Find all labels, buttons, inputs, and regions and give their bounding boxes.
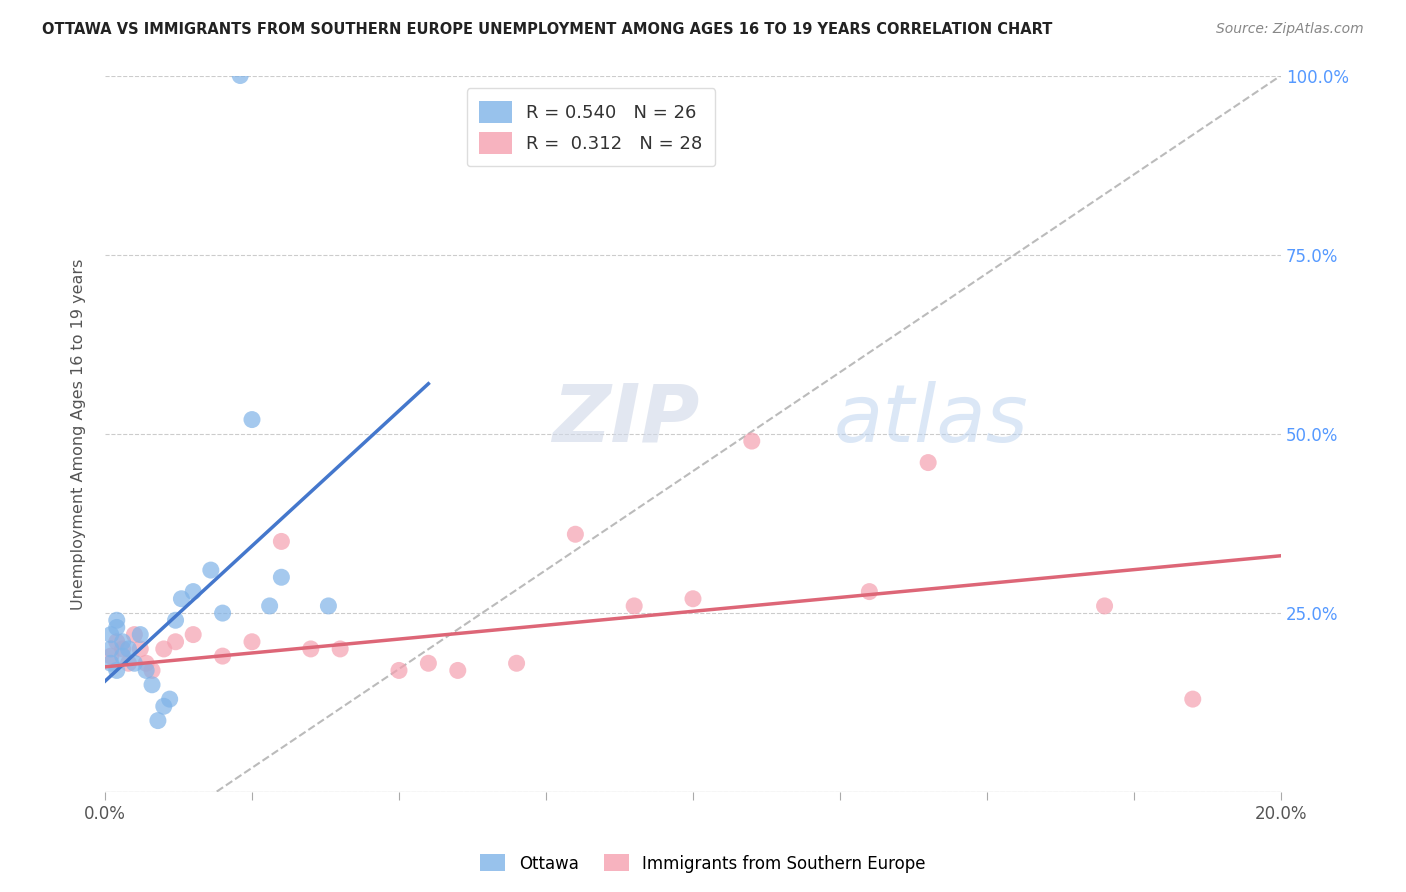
- Point: [135, 664, 157, 678]
- Text: atlas: atlas: [834, 381, 1029, 458]
- Point: [105, 634, 128, 648]
- Point: [100, 649, 122, 664]
- Point: [564, 527, 586, 541]
- Point: [505, 657, 527, 671]
- Point: [240, 412, 263, 426]
- Point: [159, 692, 181, 706]
- Point: [100, 642, 122, 657]
- Point: [135, 657, 157, 671]
- Point: [170, 591, 193, 606]
- Point: [152, 699, 174, 714]
- Text: ZIP: ZIP: [553, 381, 699, 458]
- Point: [318, 599, 340, 613]
- Point: [152, 642, 174, 657]
- Point: [129, 642, 152, 657]
- Point: [270, 570, 292, 584]
- Point: [240, 634, 263, 648]
- Point: [111, 634, 134, 648]
- Point: [447, 664, 470, 678]
- Point: [124, 627, 146, 641]
- Point: [1181, 692, 1204, 706]
- Point: [388, 664, 411, 678]
- Point: [105, 620, 128, 634]
- Legend: Ottawa, Immigrants from Southern Europe: Ottawa, Immigrants from Southern Europe: [474, 847, 932, 880]
- Text: Source: ZipAtlas.com: Source: ZipAtlas.com: [1216, 22, 1364, 37]
- Point: [211, 606, 233, 620]
- Point: [418, 657, 440, 671]
- Point: [741, 434, 763, 448]
- Point: [100, 657, 122, 671]
- Point: [117, 642, 139, 657]
- Y-axis label: Unemployment Among Ages 16 to 19 years: Unemployment Among Ages 16 to 19 years: [72, 258, 86, 609]
- Legend: R = 0.540   N = 26, R =  0.312   N = 28: R = 0.540 N = 26, R = 0.312 N = 28: [467, 88, 716, 167]
- Point: [623, 599, 645, 613]
- Point: [105, 664, 128, 678]
- Point: [111, 649, 134, 664]
- Point: [165, 634, 187, 648]
- Point: [129, 627, 152, 641]
- Point: [117, 657, 139, 671]
- Point: [111, 642, 134, 657]
- Point: [141, 678, 163, 692]
- Text: OTTAWA VS IMMIGRANTS FROM SOUTHERN EUROPE UNEMPLOYMENT AMONG AGES 16 TO 19 YEARS: OTTAWA VS IMMIGRANTS FROM SOUTHERN EUROP…: [42, 22, 1053, 37]
- Point: [917, 456, 939, 470]
- Point: [682, 591, 704, 606]
- Point: [229, 69, 252, 83]
- Point: [181, 584, 204, 599]
- Point: [124, 657, 146, 671]
- Point: [100, 627, 122, 641]
- Point: [858, 584, 880, 599]
- Point: [165, 613, 187, 627]
- Point: [259, 599, 281, 613]
- Point: [181, 627, 204, 641]
- Point: [270, 534, 292, 549]
- Point: [211, 649, 233, 664]
- Point: [1094, 599, 1116, 613]
- Point: [146, 714, 169, 728]
- Point: [105, 613, 128, 627]
- Point: [141, 664, 163, 678]
- Point: [329, 642, 352, 657]
- Point: [299, 642, 322, 657]
- Point: [200, 563, 222, 577]
